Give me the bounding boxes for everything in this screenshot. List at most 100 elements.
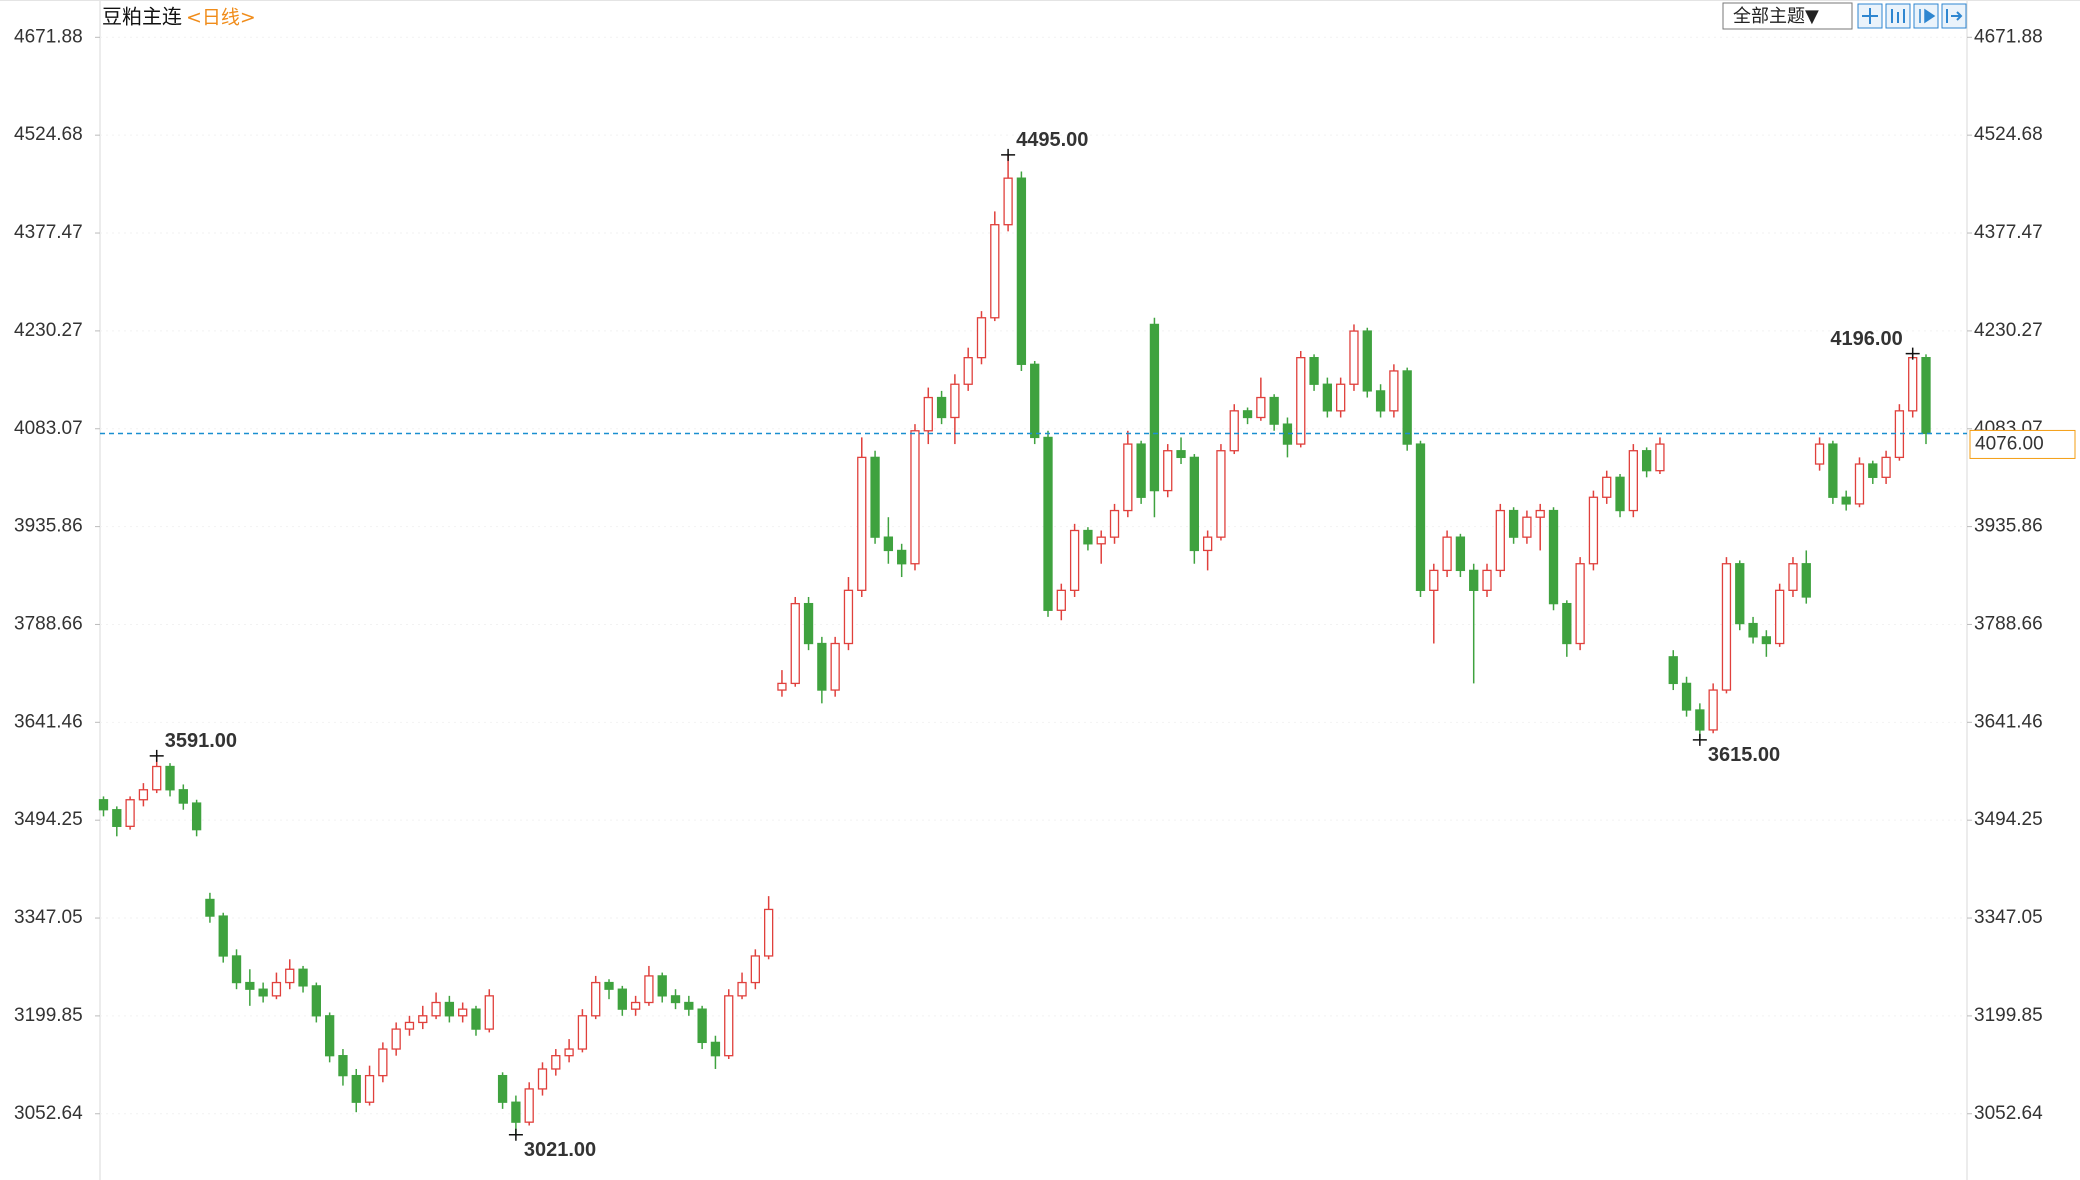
- candle-body: [1748, 622, 1758, 638]
- y-tick-label: 4524.68: [14, 124, 83, 145]
- y2-tick-label: 3641.46: [1974, 711, 2043, 732]
- theme-select[interactable]: [1722, 2, 1853, 30]
- candle-body: [125, 799, 135, 827]
- y-tick-label: 3052.64: [14, 1103, 83, 1124]
- candle-body: [1695, 709, 1705, 731]
- play-icon: [1919, 8, 1936, 24]
- candle-body: [591, 981, 601, 1017]
- candle-body: [1522, 516, 1532, 538]
- toolbar: 全部主题▼: [1722, 2, 1967, 30]
- candle-body: [1482, 569, 1492, 591]
- candle-body: [431, 1001, 441, 1017]
- candle-body: [1854, 463, 1865, 505]
- y-tick-label: 4671.88: [14, 26, 83, 47]
- y-tick-label: 3788.66: [14, 613, 83, 634]
- y2-tick-label: 3199.85: [1974, 1005, 2043, 1026]
- candle-body: [936, 396, 947, 419]
- theme-select-label[interactable]: 全部主题▼: [1733, 6, 1819, 27]
- candle-body: [324, 1015, 335, 1057]
- candle-body: [1721, 563, 1732, 691]
- candle-body: [1402, 370, 1412, 445]
- candle-body: [763, 908, 774, 957]
- candle-body: [1801, 563, 1811, 598]
- candle-body: [285, 968, 295, 984]
- candle-body: [737, 981, 747, 997]
- candle-body: [165, 765, 175, 791]
- candle-body: [817, 642, 827, 691]
- candle-body: [1256, 396, 1266, 419]
- candle-body: [724, 995, 734, 1057]
- candle-body: [1655, 443, 1665, 472]
- candle-body: [391, 1028, 401, 1050]
- candle-body: [963, 357, 973, 385]
- candle-body: [551, 1055, 561, 1070]
- candle-body: [870, 456, 880, 538]
- candle-body: [803, 602, 814, 645]
- candle-body: [1548, 509, 1559, 605]
- candle-body: [1628, 450, 1638, 512]
- extreme-marker: [1692, 733, 1707, 746]
- candle-body: [617, 988, 627, 1010]
- candle-body: [1149, 323, 1160, 492]
- candle-body: [1455, 536, 1466, 572]
- y-tick-label: 3935.86: [14, 516, 83, 537]
- y-tick-label: 3199.85: [14, 1005, 83, 1026]
- candle-body: [1681, 682, 1692, 711]
- extreme-label: 4196.00: [1830, 328, 1902, 350]
- candle-body: [990, 224, 1000, 319]
- y2-tick-label: 3052.64: [1974, 1103, 2043, 1124]
- candle-body: [1123, 443, 1133, 512]
- candle-body: [1030, 363, 1040, 439]
- candle-body: [843, 589, 854, 645]
- candle-body: [976, 317, 987, 359]
- candle-body: [1415, 443, 1426, 591]
- candle-body: [258, 988, 268, 997]
- candle-body: [630, 1001, 641, 1010]
- candle-body: [604, 981, 614, 990]
- candle-body: [1868, 463, 1878, 478]
- candle-body: [1336, 383, 1346, 412]
- y-tick-label: 4377.47: [14, 222, 83, 243]
- candle-body: [351, 1074, 361, 1103]
- candle-body: [577, 1015, 588, 1050]
- candle-body: [897, 549, 907, 565]
- candle-body: [1495, 509, 1505, 572]
- candle-body: [1269, 396, 1279, 425]
- candle-body: [684, 1001, 694, 1010]
- candle-body: [404, 1021, 415, 1030]
- candle-body: [338, 1055, 348, 1077]
- last-price-box: [1969, 429, 2076, 459]
- candle-body: [1216, 450, 1226, 538]
- candle-body: [298, 968, 308, 987]
- candle-body: [484, 995, 494, 1030]
- candle-body: [644, 975, 654, 1004]
- candle-body: [710, 1041, 721, 1057]
- candle-body: [245, 981, 255, 990]
- candle-body: [1016, 177, 1027, 365]
- candle-body: [1069, 529, 1080, 591]
- candle-body: [830, 642, 840, 691]
- candle-body: [910, 430, 920, 565]
- y-tick-label: 4083.07: [14, 418, 83, 439]
- candle-body: [1083, 529, 1093, 545]
- extreme-label: 3021.00: [524, 1139, 596, 1161]
- candle-body: [1322, 383, 1333, 412]
- candle-body: [1429, 569, 1439, 591]
- candle-body: [112, 809, 122, 827]
- y-tick-label: 4230.27: [14, 320, 83, 341]
- y2-tick-label: 4524.68: [1974, 124, 2043, 145]
- candle-body: [1362, 330, 1372, 392]
- candle-body: [1814, 443, 1825, 465]
- candle-body: [205, 898, 215, 917]
- extreme-marker: [508, 1128, 523, 1141]
- candle-body: [697, 1008, 707, 1044]
- extreme-marker: [1001, 148, 1016, 161]
- candle-body: [1602, 476, 1612, 498]
- candle-body: [670, 995, 681, 1004]
- candle-body: [1189, 456, 1199, 552]
- candle-body: [1775, 589, 1785, 645]
- candle-body: [1641, 450, 1652, 472]
- candle-body: [1349, 330, 1359, 385]
- candle-body: [511, 1101, 521, 1123]
